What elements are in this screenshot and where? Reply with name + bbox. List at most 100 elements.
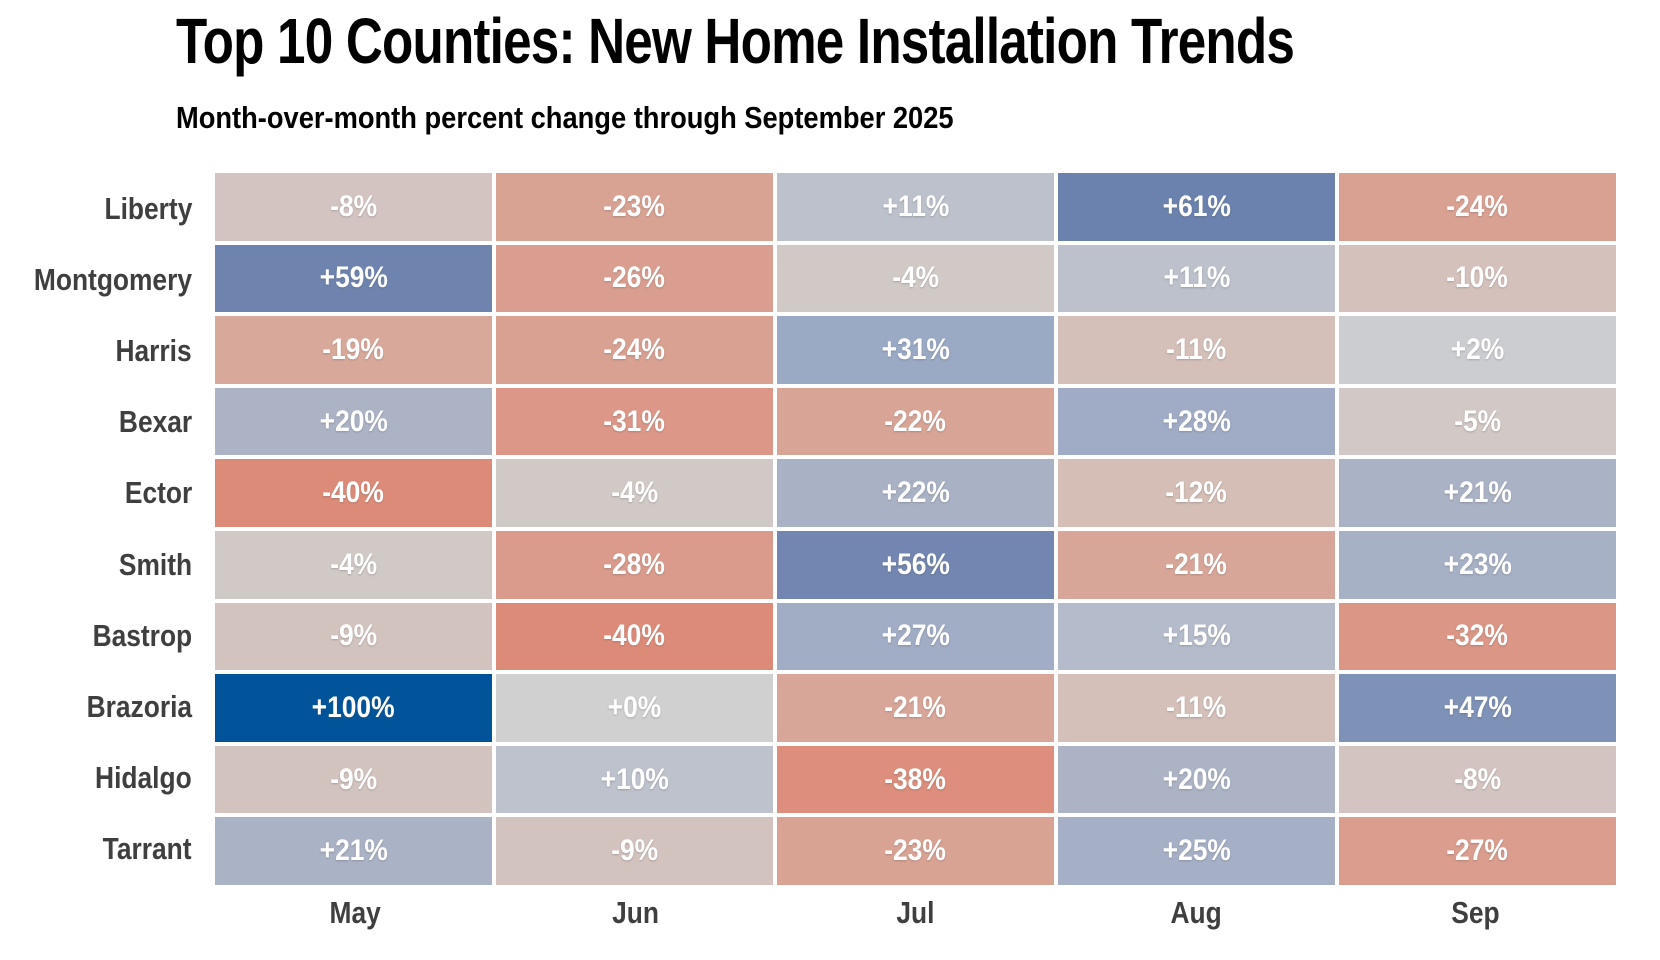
heatmap-cell: -12% bbox=[1058, 459, 1335, 527]
county-label-text: Bastrop bbox=[92, 617, 192, 653]
county-label: Ector bbox=[0, 458, 192, 529]
month-label-text: Aug bbox=[1170, 895, 1222, 930]
county-label-text: Montgomery bbox=[33, 261, 192, 297]
heatmap-cell: -4% bbox=[777, 244, 1054, 313]
heatmap-cell: -24% bbox=[496, 316, 773, 384]
county-label: Montgomery bbox=[0, 244, 192, 315]
heatmap-cell: +15% bbox=[1058, 602, 1335, 671]
county-label-text: Brazoria bbox=[86, 688, 192, 724]
county-label: Hidalgo bbox=[0, 743, 192, 814]
county-label: Tarrant bbox=[0, 814, 192, 885]
heatmap-cell-value: -19% bbox=[322, 332, 385, 366]
county-label-text: Liberty bbox=[104, 190, 192, 226]
heatmap-cell-value: -9% bbox=[611, 834, 658, 868]
month-label-text: Sep bbox=[1451, 895, 1501, 930]
heatmap-cell: +56% bbox=[777, 530, 1054, 599]
heatmap-cell-value: -40% bbox=[603, 619, 666, 653]
heatmap-cell: -9% bbox=[215, 602, 492, 671]
heatmap-cell-value: +61% bbox=[1162, 189, 1231, 223]
month-label-text: Jul bbox=[896, 895, 935, 930]
heatmap-cell-value: +21% bbox=[319, 834, 388, 868]
heatmap-cell: +0% bbox=[496, 674, 773, 742]
heatmap-cell-value: -4% bbox=[892, 261, 939, 295]
heatmap-cell: -11% bbox=[1058, 316, 1335, 384]
chart-subtitle: Month-over-month percent change through … bbox=[176, 100, 954, 135]
heatmap-cell-value: +22% bbox=[881, 476, 950, 510]
county-label-text: Bexar bbox=[118, 404, 192, 440]
heatmap-cell-value: -23% bbox=[884, 834, 947, 868]
county-label: Liberty bbox=[0, 173, 192, 244]
heatmap-cell: -32% bbox=[1339, 602, 1616, 671]
heatmap-cell: +23% bbox=[1339, 530, 1616, 599]
heatmap-cell-value: +20% bbox=[319, 404, 388, 438]
month-label-text: May bbox=[329, 895, 381, 930]
month-label: Jul bbox=[775, 895, 1055, 931]
heatmap-cell-value: -12% bbox=[1165, 476, 1228, 510]
heatmap-cell-value: +31% bbox=[881, 332, 950, 366]
heatmap-cell-value: -21% bbox=[1165, 547, 1228, 581]
heatmap-cell-value: +59% bbox=[319, 261, 388, 295]
heatmap-cell-value: -4% bbox=[330, 547, 377, 581]
heatmap-cell-value: -10% bbox=[1446, 261, 1509, 295]
county-label-text: Tarrant bbox=[103, 831, 192, 867]
heatmap-cell-value: +15% bbox=[1162, 619, 1231, 653]
heatmap-cell-value: +20% bbox=[1162, 762, 1231, 796]
heatmap-cell-value: -11% bbox=[1166, 332, 1227, 366]
county-label-text: Harris bbox=[115, 332, 192, 368]
heatmap-cell: -9% bbox=[496, 817, 773, 885]
heatmap-cell-value: -8% bbox=[1454, 762, 1501, 796]
heatmap-cell-value: +2% bbox=[1450, 332, 1505, 366]
heatmap-cell: -26% bbox=[496, 244, 773, 313]
heatmap-cell: -38% bbox=[777, 745, 1054, 814]
heatmap-cell: -8% bbox=[215, 173, 492, 241]
heatmap-cell-value: -28% bbox=[603, 547, 666, 581]
heatmap-cell-value: -26% bbox=[603, 261, 666, 295]
heatmap-cell: +28% bbox=[1058, 387, 1335, 456]
month-label: Jun bbox=[495, 895, 775, 931]
month-label: Aug bbox=[1056, 895, 1336, 931]
heatmap-cell-value: +27% bbox=[881, 619, 950, 653]
month-label: Sep bbox=[1336, 895, 1616, 931]
heatmap-cell: -8% bbox=[1339, 745, 1616, 814]
heatmap-cell: -10% bbox=[1339, 244, 1616, 313]
month-label: May bbox=[215, 895, 495, 931]
heatmap-cell-value: +11% bbox=[1163, 261, 1230, 295]
heatmap-cell: +59% bbox=[215, 244, 492, 313]
county-label-text: Ector bbox=[124, 475, 192, 511]
heatmap-cell-value: +23% bbox=[1443, 547, 1512, 581]
heatmap-cell: -19% bbox=[215, 316, 492, 384]
heatmap-cell: -23% bbox=[496, 173, 773, 241]
heatmap-cell-value: -31% bbox=[603, 404, 666, 438]
heatmap-cell-value: -11% bbox=[1166, 690, 1227, 724]
heatmap-cell: +25% bbox=[1058, 817, 1335, 885]
heatmap-cell-value: -8% bbox=[330, 189, 377, 223]
heatmap-cell-value: +10% bbox=[600, 762, 669, 796]
heatmap-cell-value: -40% bbox=[322, 476, 385, 510]
heatmap-cell-value: -21% bbox=[884, 690, 947, 724]
heatmap-cell: -11% bbox=[1058, 674, 1335, 742]
heatmap-cell: +10% bbox=[496, 745, 773, 814]
heatmap-cell: -5% bbox=[1339, 387, 1616, 456]
county-label: Bexar bbox=[0, 387, 192, 458]
heatmap-cell-value: -9% bbox=[330, 619, 377, 653]
heatmap-grid: -8% -23% +11% +61% -24% +59% -26% -4% +11% -10% -1… bbox=[215, 173, 1616, 885]
heatmap-cell: -9% bbox=[215, 745, 492, 814]
heatmap-cell-value: +56% bbox=[881, 547, 950, 581]
county-label-text: Hidalgo bbox=[95, 760, 192, 796]
county-label: Bastrop bbox=[0, 600, 192, 671]
heatmap-cell: -21% bbox=[777, 674, 1054, 742]
county-axis-labels: Liberty Montgomery Harris Bexar Ector Smith Ba… bbox=[0, 173, 192, 885]
heatmap-cell: -4% bbox=[215, 530, 492, 599]
heatmap-cell: +22% bbox=[777, 459, 1054, 527]
heatmap-cell: +2% bbox=[1339, 316, 1616, 384]
county-label: Smith bbox=[0, 529, 192, 600]
heatmap-cell-value: -32% bbox=[1446, 619, 1509, 653]
month-axis-labels: May Jun Jul Aug Sep bbox=[215, 895, 1616, 931]
heatmap-cell-value: -38% bbox=[884, 762, 947, 796]
heatmap-cell: +20% bbox=[215, 387, 492, 456]
heatmap-cell: +100% bbox=[215, 674, 492, 742]
heatmap-cell-value: -4% bbox=[611, 476, 658, 510]
heatmap-cell-value: +21% bbox=[1443, 476, 1512, 510]
heatmap-cell-value: +28% bbox=[1162, 404, 1231, 438]
heatmap-cell: -40% bbox=[215, 459, 492, 527]
